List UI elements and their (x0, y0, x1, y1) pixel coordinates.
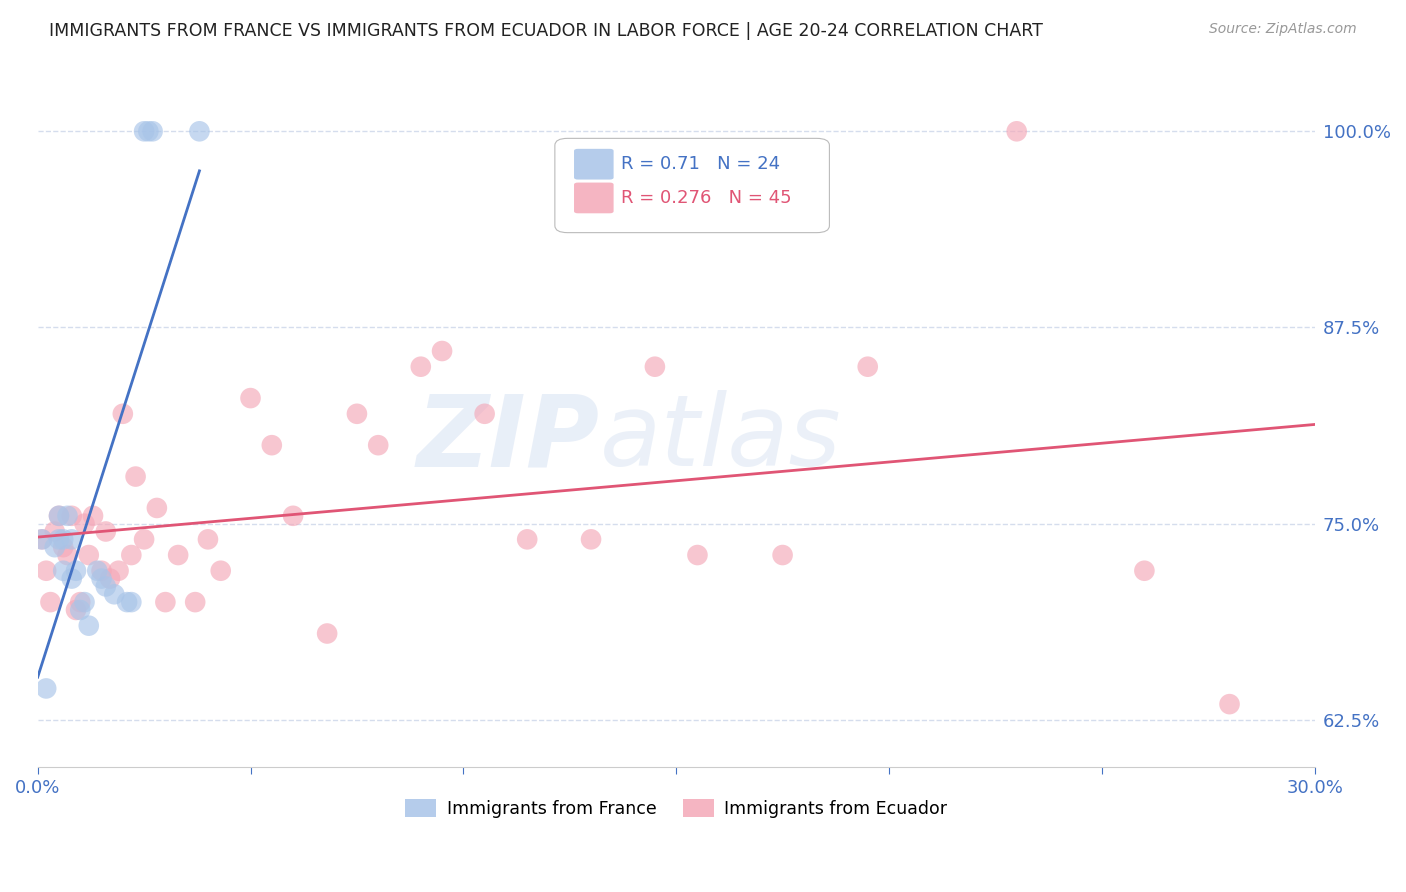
Point (69, 603, 91, 617)
Point (184, 595, 207, 609)
Point (31, 533, 53, 547)
Point (1005, 124, 1028, 138)
Point (772, 548, 794, 562)
Point (409, 359, 432, 374)
Text: ZIP: ZIP (416, 390, 599, 487)
Point (94, 524, 117, 539)
FancyBboxPatch shape (574, 183, 613, 213)
Point (77, 548, 100, 562)
Point (94, 579, 117, 593)
Point (60, 508, 83, 523)
Point (120, 548, 142, 562)
Point (120, 595, 142, 609)
Point (1218, 697, 1240, 711)
Point (73, 516, 96, 531)
Point (60, 572, 83, 586)
Point (146, 500, 169, 515)
Point (44, 540, 66, 554)
Point (209, 564, 232, 578)
Point (31, 533, 53, 547)
Point (856, 359, 879, 374)
Point (316, 626, 339, 640)
Point (281, 508, 304, 523)
Point (52, 540, 75, 554)
Point (367, 438, 389, 452)
Point (138, 124, 160, 138)
Point (69, 595, 91, 609)
Point (39, 595, 62, 609)
Point (132, 124, 155, 138)
Point (73, 595, 96, 609)
Point (44, 524, 66, 539)
Point (82, 508, 104, 523)
Point (65, 564, 87, 578)
FancyBboxPatch shape (555, 138, 830, 233)
Point (52, 533, 75, 547)
Point (239, 391, 262, 405)
Point (56, 548, 79, 562)
Point (90, 564, 112, 578)
Point (107, 564, 129, 578)
Point (98, 572, 121, 586)
Point (474, 407, 496, 421)
Point (35, 564, 58, 578)
Point (188, 124, 211, 138)
Point (1133, 564, 1156, 578)
Point (430, 344, 453, 359)
FancyBboxPatch shape (574, 149, 613, 179)
Point (142, 124, 165, 138)
Text: R = 0.71   N = 24: R = 0.71 N = 24 (621, 155, 780, 173)
Point (77, 618, 100, 632)
Point (346, 407, 368, 421)
Point (132, 533, 155, 547)
Point (155, 595, 177, 609)
Legend: Immigrants from France, Immigrants from Ecuador: Immigrants from France, Immigrants from … (398, 792, 955, 824)
Point (260, 438, 283, 452)
Point (686, 548, 709, 562)
Point (60, 533, 83, 547)
Point (35, 681, 58, 696)
Point (90, 572, 112, 586)
Point (48, 508, 70, 523)
Point (644, 359, 666, 374)
Text: Source: ZipAtlas.com: Source: ZipAtlas.com (1209, 22, 1357, 37)
Point (197, 533, 219, 547)
Text: IMMIGRANTS FROM FRANCE VS IMMIGRANTS FROM ECUADOR IN LABOR FORCE | AGE 20-24 COR: IMMIGRANTS FROM FRANCE VS IMMIGRANTS FRO… (49, 22, 1043, 40)
Point (167, 548, 190, 562)
Point (115, 595, 138, 609)
Point (52, 564, 75, 578)
Point (48, 533, 70, 547)
Point (56, 508, 79, 523)
Text: atlas: atlas (599, 390, 841, 487)
Point (48, 508, 70, 523)
Text: R = 0.276   N = 45: R = 0.276 N = 45 (621, 189, 792, 207)
Point (65, 603, 87, 617)
Point (516, 533, 538, 547)
Point (103, 587, 125, 601)
Point (579, 533, 602, 547)
Point (124, 469, 146, 483)
Point (86, 564, 108, 578)
Point (111, 407, 134, 421)
